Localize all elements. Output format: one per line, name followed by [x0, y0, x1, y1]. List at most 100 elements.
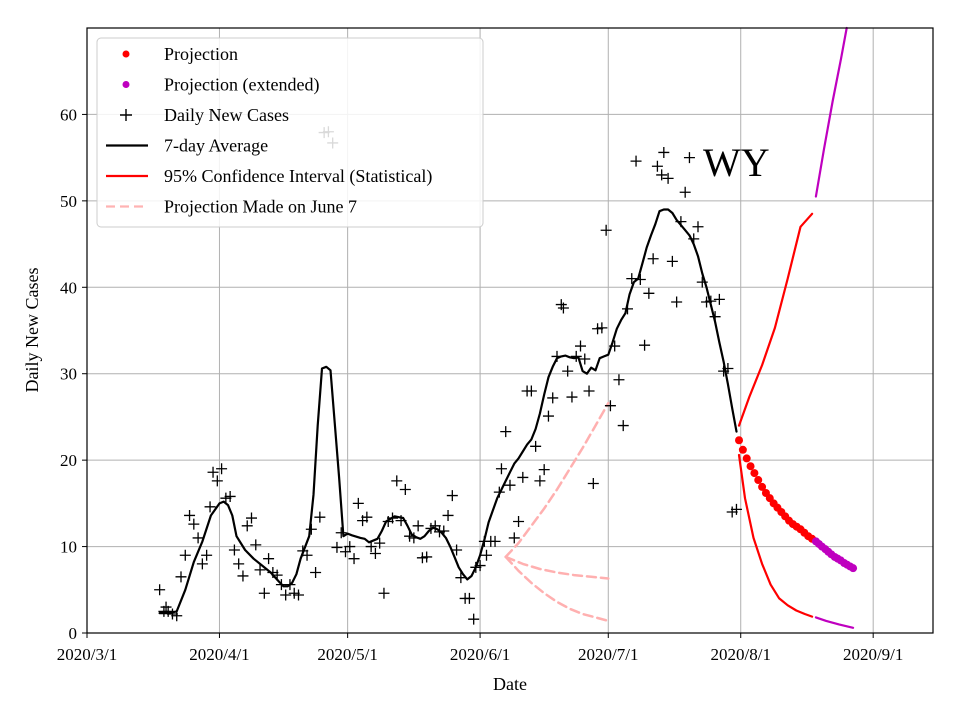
daily-case-marker: [154, 584, 166, 596]
x-tick-label: 2020/5/1: [317, 645, 377, 664]
daily-case-marker: [391, 475, 403, 487]
daily-case-marker: [600, 224, 612, 236]
daily-case-marker: [604, 400, 616, 412]
daily-case-marker: [493, 486, 505, 498]
daily-case-marker: [696, 276, 708, 288]
daily-case-marker: [630, 155, 642, 167]
daily-case-marker: [211, 475, 223, 487]
y-tick-label: 40: [60, 278, 77, 297]
daily-case-marker: [617, 420, 629, 432]
x-tick-label: 2020/9/1: [843, 645, 903, 664]
daily-case-marker: [579, 353, 591, 365]
daily-case-marker: [160, 601, 172, 613]
daily-case-marker: [387, 512, 398, 524]
daily-case-marker: [184, 509, 196, 521]
daily-case-marker: [451, 544, 463, 556]
y-tick-label: 20: [60, 451, 77, 470]
daily-case-marker: [662, 172, 674, 184]
daily-case-marker: [224, 490, 236, 502]
daily-case-marker: [562, 365, 574, 377]
daily-case-marker: [557, 302, 569, 314]
projection-point: [758, 482, 767, 491]
daily-case-marker: [201, 549, 213, 561]
daily-case-marker: [692, 221, 704, 233]
y-axis-label: Daily New Cases: [22, 268, 42, 393]
daily-case-marker: [504, 479, 516, 491]
daily-case-marker: [495, 463, 507, 475]
daily-case-marker: [547, 392, 559, 404]
y-tick-label: 60: [60, 105, 77, 124]
projection-point: [735, 436, 744, 445]
daily-case-marker: [369, 547, 381, 559]
daily-case-marker: [395, 515, 407, 527]
daily-case-marker: [314, 511, 326, 523]
x-tick-label: 2020/7/1: [578, 645, 638, 664]
daily-case-marker: [651, 160, 663, 172]
daily-case-marker: [666, 255, 678, 267]
daily-case-marker: [408, 532, 420, 544]
x-tick-label: 2020/6/1: [450, 645, 510, 664]
x-tick-label: 2020/8/1: [711, 645, 771, 664]
daily-case-marker: [305, 523, 317, 535]
daily-case-marker: [474, 560, 486, 572]
projection-point: [742, 454, 751, 463]
daily-case-marker: [237, 570, 249, 582]
june7-projection-line: [504, 555, 610, 623]
state-annotation: WY: [703, 140, 770, 185]
daily-case-marker: [643, 287, 655, 299]
y-tick-label: 50: [60, 192, 77, 211]
daily-case-marker: [335, 527, 347, 539]
daily-case-marker: [583, 385, 595, 397]
daily-case-marker: [463, 592, 475, 604]
daily-case-marker: [271, 569, 283, 581]
daily-case-marker: [228, 544, 240, 556]
x-axis-label: Date: [493, 674, 527, 694]
daily-case-marker: [171, 610, 183, 622]
daily-case-marker: [378, 587, 390, 599]
daily-case-marker: [722, 363, 734, 375]
seven-day-average-line: [158, 208, 738, 615]
daily-case-marker: [258, 587, 270, 599]
grid: [86, 28, 933, 634]
daily-case-marker: [679, 186, 691, 198]
daily-case-marker: [438, 525, 450, 537]
daily-case-marker: [500, 426, 512, 438]
daily-case-marker: [513, 516, 525, 528]
daily-case-marker: [301, 549, 313, 561]
daily-case-marker: [442, 509, 454, 521]
daily-case-marker: [551, 350, 563, 362]
legend-label: 95% Confidence Interval (Statistical): [164, 166, 432, 187]
daily-case-marker: [352, 497, 364, 509]
daily-case-marker: [196, 558, 208, 570]
legend-label: Projection Made on June 7: [164, 197, 357, 217]
daily-case-marker: [331, 541, 343, 553]
daily-case-marker: [613, 374, 625, 386]
daily-case-marker: [587, 477, 599, 489]
daily-case-marker: [481, 549, 492, 561]
daily-case-marker: [429, 520, 441, 532]
daily-case-marker: [538, 464, 550, 476]
daily-case-marker: [280, 589, 292, 601]
daily-case-marker: [609, 340, 621, 352]
projection-extended-point: [849, 564, 858, 573]
daily-case-marker: [639, 339, 651, 351]
daily-case-marker: [216, 463, 228, 475]
daily-case-marker: [179, 549, 191, 561]
daily-case-marker: [250, 539, 262, 551]
legend-label: Projection: [164, 44, 238, 64]
daily-case-marker: [688, 233, 700, 245]
daily-case-marker: [634, 274, 646, 286]
daily-case-marker: [192, 532, 204, 544]
daily-case-marker: [455, 572, 467, 584]
daily-case-marker: [705, 295, 717, 307]
daily-case-marker: [365, 541, 377, 553]
daily-case-marker: [530, 440, 542, 452]
daily-case-marker: [656, 169, 668, 181]
legend-plus-marker: [120, 109, 132, 121]
daily-case-marker: [421, 551, 433, 563]
daily-case-marker: [508, 532, 520, 544]
daily-case-marker: [596, 322, 608, 334]
legend-dot-marker: [122, 50, 130, 58]
daily-case-marker: [468, 613, 480, 625]
june7-projection-line: [504, 555, 610, 580]
